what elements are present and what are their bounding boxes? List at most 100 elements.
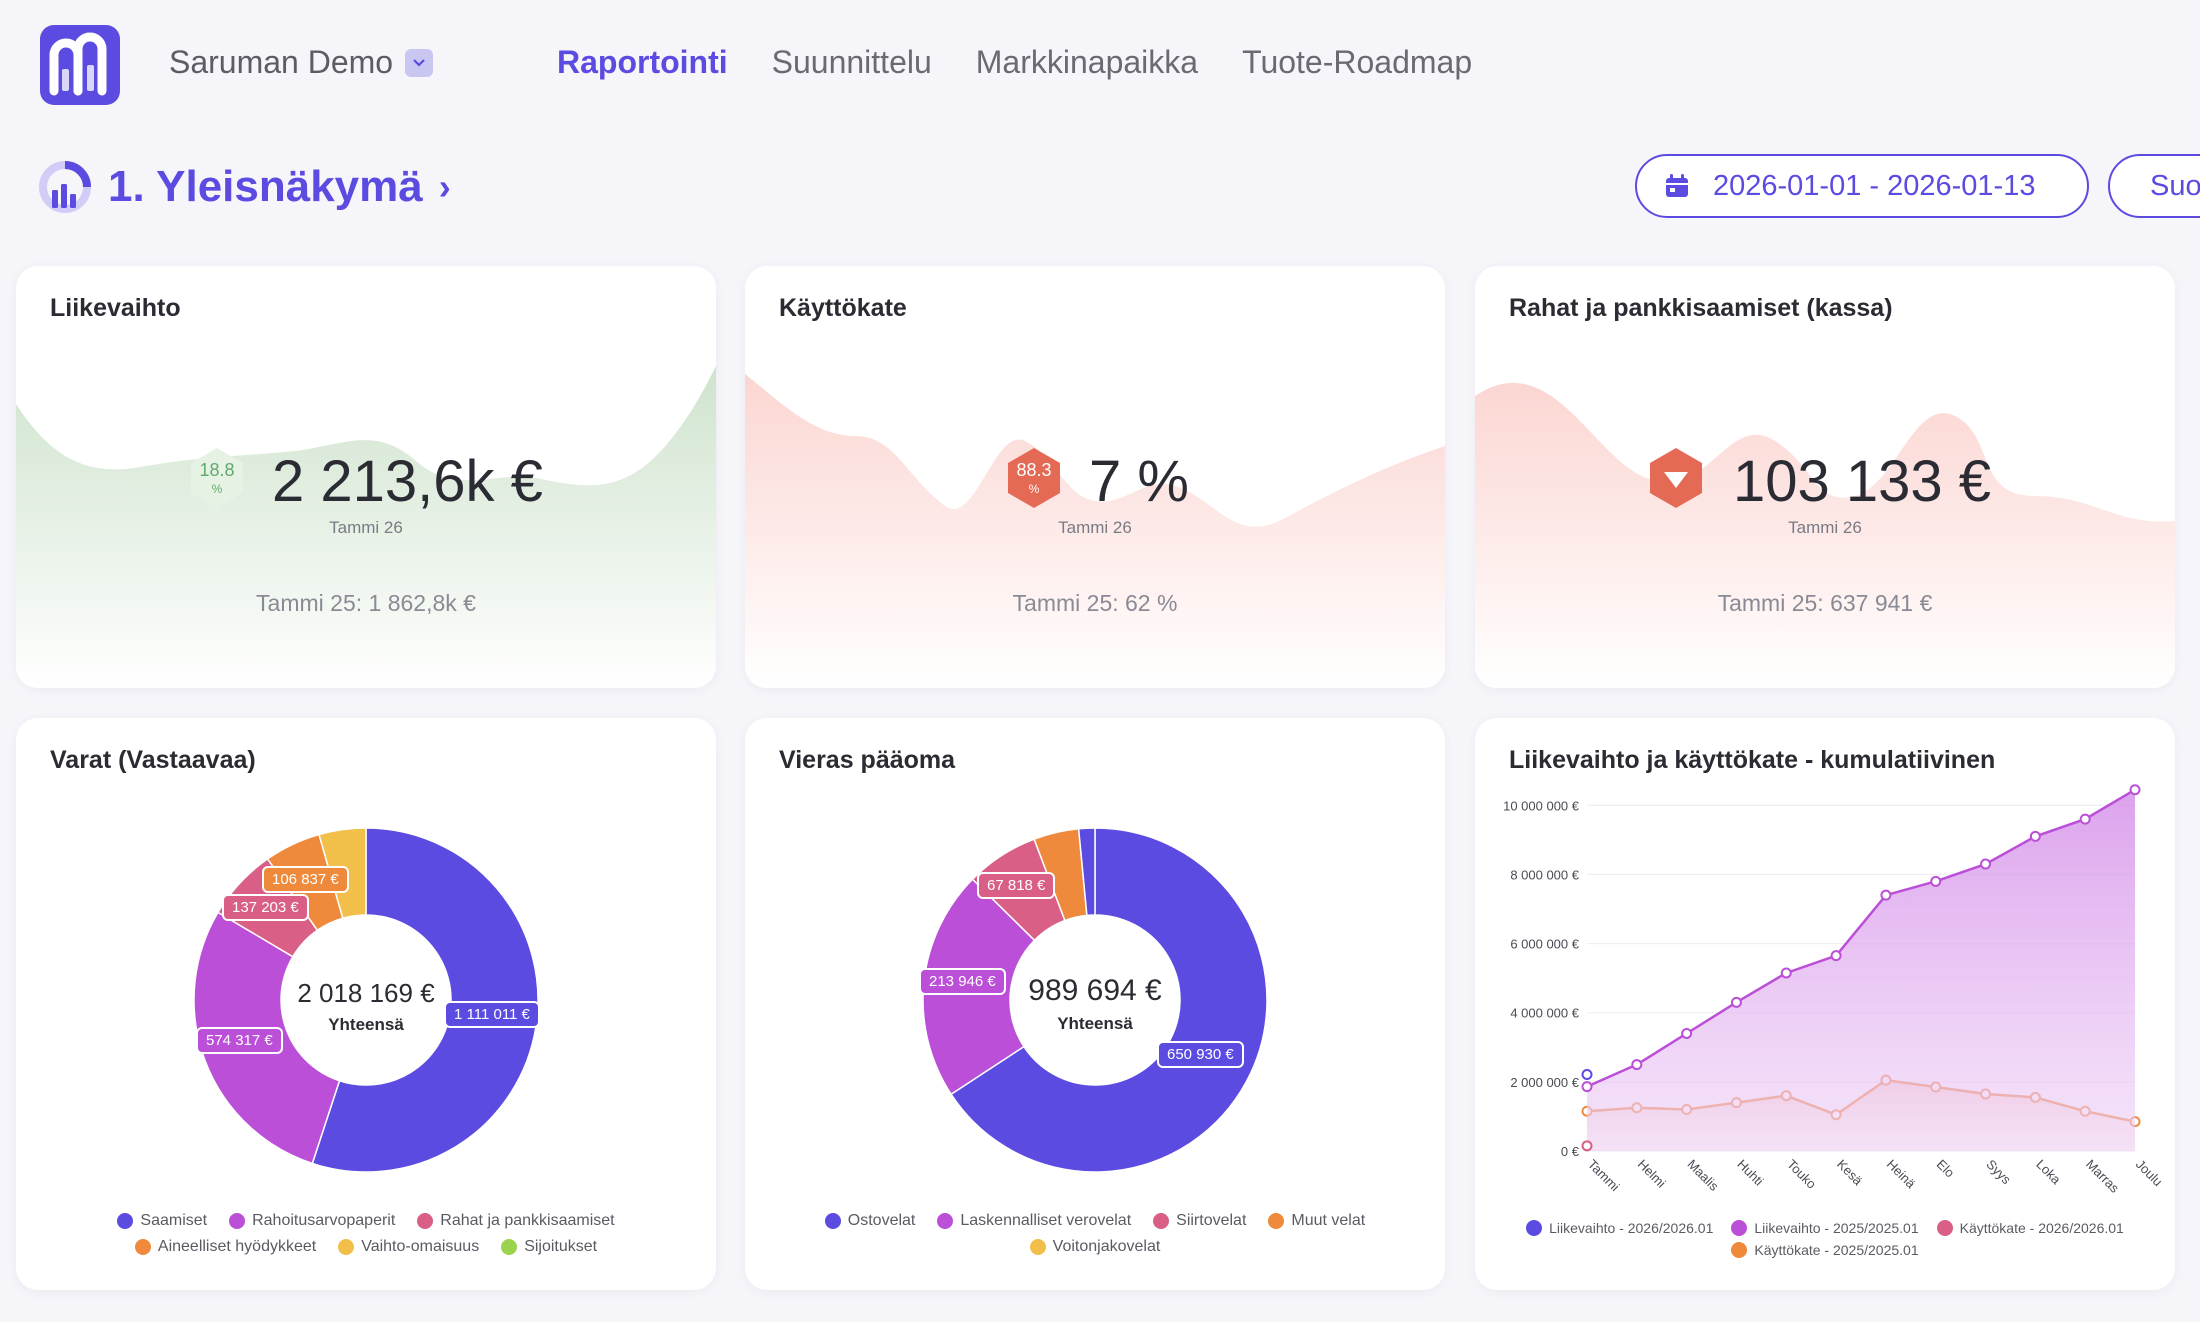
trend-down-icon — [1650, 448, 1702, 508]
donut-total: 2 018 169 € — [297, 978, 435, 1008]
cumulative-chart-card: Liikevaihto ja käyttökate - kumulatiivin… — [1475, 718, 2175, 1290]
donut-slice[interactable] — [311, 827, 539, 1173]
org-name: Saruman Demo — [169, 44, 394, 80]
donut-slice[interactable] — [950, 827, 1268, 1173]
app-logo[interactable] — [40, 25, 120, 105]
chevron-right-icon: › — [438, 166, 451, 207]
kpi-card-kassa[interactable]: Rahat ja pankkisaamiset (kassa) 103 133 … — [1475, 266, 2175, 688]
kpi-value: 103 133 € — [1733, 449, 1992, 514]
y-tick-label: 6 000 000 € — [1510, 937, 1579, 952]
slice-label: 1 111 011 € — [444, 1001, 540, 1028]
x-tick-label: Elo — [1934, 1157, 1958, 1181]
kpi-title: Liikevaihto — [50, 294, 181, 322]
top-bar: Saruman Demo Raportointi Suunnittelu Mar… — [0, 0, 2200, 132]
x-tick-label: Tammi — [1585, 1157, 1623, 1195]
x-tick-label: Loka — [2033, 1157, 2064, 1188]
slice-label: 67 818 € — [977, 872, 1056, 899]
legend-item[interactable]: Muut velat — [1268, 1212, 1365, 1230]
legend-item[interactable]: Liikevaihto - 2025/2025.01 — [1731, 1220, 1919, 1236]
data-point[interactable] — [1780, 967, 1792, 979]
kpi-badge-value: 88.3 — [1016, 460, 1052, 480]
logo-icon — [49, 32, 107, 96]
kpi-title: Rahat ja pankkisaamiset (kassa) — [1509, 294, 1893, 322]
nav-item-suunnittelu[interactable]: Suunnittelu — [771, 44, 932, 80]
legend-item[interactable]: Liikevaihto - 2026/2026.01 — [1526, 1220, 1713, 1236]
data-point[interactable] — [2079, 813, 2091, 825]
data-point[interactable] — [1581, 1081, 1593, 1093]
slice-label: 574 317 € — [196, 1027, 283, 1054]
chevron-down-icon[interactable] — [405, 48, 434, 77]
legend-item[interactable]: Ostovelat — [824, 1212, 915, 1230]
date-range-text: 2026-01-01 - 2026-01-13 — [1713, 169, 2036, 202]
nav-item-tuote-roadmap[interactable]: Tuote-Roadmap — [1242, 44, 1473, 80]
donut-center: 2 018 169 € Yhteensä — [256, 978, 476, 1035]
slice-label: 650 930 € — [1157, 1041, 1244, 1068]
data-point[interactable] — [1830, 950, 1842, 962]
x-tick-label: Joulu — [2133, 1157, 2166, 1190]
legend-item[interactable]: Käyttökate - 2026/2026.01 — [1936, 1220, 2124, 1236]
data-point[interactable] — [1980, 858, 1992, 870]
page-title[interactable]: 1. Yleisnäkymä › — [108, 162, 451, 212]
badge-hexagon-icon — [1008, 448, 1060, 508]
org-selector[interactable]: Saruman Demo — [169, 44, 434, 81]
x-tick-label: Marras — [2083, 1157, 2123, 1197]
legend-item[interactable]: Aineelliset hyödykkeet — [134, 1238, 316, 1256]
kpi-period: Tammi 26 — [1058, 518, 1132, 537]
nav-item-markkinapaikka[interactable]: Markkinapaikka — [975, 44, 1199, 80]
dashboard-icon — [39, 161, 91, 213]
legend-item[interactable]: Rahoitusarvopaperit — [229, 1212, 395, 1230]
donut-slice[interactable] — [1077, 827, 1096, 917]
chart-title: Varat (Vastaavaa) — [50, 746, 256, 774]
slice-label: 106 837 € — [262, 866, 349, 893]
slice-label: 213 946 € — [919, 968, 1006, 995]
kpi-card-liikevaihto[interactable]: Liikevaihto 18.8 % 2 213,6k € Tammi 26 T… — [16, 266, 716, 688]
y-tick-label: 4 000 000 € — [1510, 1006, 1579, 1021]
ebitda-sparkline — [745, 374, 1445, 688]
kpi-badge-unit: % — [1028, 482, 1040, 496]
calendar-icon — [1666, 174, 1688, 197]
legend-item[interactable]: Rahat ja pankkisaamiset — [417, 1212, 615, 1230]
kpi-card-kayttokate[interactable]: Käyttökate 88.3 % 7 % Tammi 26 Tammi 25:… — [745, 266, 1445, 688]
x-tick-label: Kesä — [1834, 1157, 1866, 1189]
data-point[interactable] — [1930, 875, 1942, 887]
liabilities-card: Vieras pääoma 989 694 € Yhteensä 650 930… — [745, 718, 1445, 1290]
kpi-title: Käyttökate — [779, 294, 907, 322]
x-tick-label: Touko — [1784, 1157, 1819, 1192]
x-tick-label: Heinä — [1884, 1157, 1919, 1192]
donut-total: 989 694 € — [1028, 974, 1162, 1007]
revenue-sparkline — [16, 366, 716, 688]
data-point[interactable] — [1581, 1140, 1593, 1152]
kpi-previous: Tammi 25: 1 862,8k € — [256, 590, 476, 616]
kpi-period: Tammi 26 — [1788, 518, 1862, 537]
donut-total-label: Yhteensä — [1057, 1014, 1133, 1033]
nav-item-raportointi[interactable]: Raportointi — [557, 44, 728, 80]
kpi-value: 2 213,6k € — [272, 449, 543, 514]
filter-button[interactable]: Suodata — [2108, 154, 2200, 218]
chart-legend: Ostovelat Laskennalliset verovelat Siirt… — [745, 1212, 1445, 1256]
legend-item[interactable]: Saamiset — [117, 1212, 207, 1230]
data-point[interactable] — [1631, 1059, 1643, 1071]
legend-item[interactable]: Käyttökate - 2025/2025.01 — [1731, 1242, 1919, 1258]
assets-card: Varat (Vastaavaa) 2 018 169 € Yhteensä 1… — [16, 718, 716, 1290]
legend-item[interactable]: Sijoitukset — [501, 1238, 597, 1256]
series-line — [1586, 788, 2136, 1088]
legend-item[interactable]: Vaihto-omaisuus — [338, 1238, 479, 1256]
legend-item[interactable]: Siirtovelat — [1153, 1212, 1246, 1230]
cumulative-line-chart: 0 € 2 000 000 € 4 000 000 € 6 000 000 € 8 00… — [1503, 784, 2166, 1197]
date-range-button[interactable]: 2026-01-01 - 2026-01-13 — [1635, 154, 2089, 218]
data-point[interactable] — [1581, 1068, 1593, 1080]
data-point[interactable] — [2029, 830, 2041, 842]
data-point[interactable] — [1730, 996, 1742, 1008]
legend-item[interactable]: Voitonjakovelat — [1029, 1238, 1160, 1256]
data-point[interactable] — [2129, 784, 2141, 796]
y-tick-label: 10 000 000 € — [1503, 798, 1580, 813]
chart-title: Vieras pääoma — [779, 746, 956, 774]
data-point[interactable] — [1880, 889, 1892, 901]
kpi-period: Tammi 26 — [329, 518, 403, 537]
legend-item[interactable]: Laskennalliset verovelat — [937, 1212, 1131, 1230]
slice-label: 137 203 € — [222, 894, 309, 921]
main-nav: Raportointi Suunnittelu Markkinapaikka T… — [557, 44, 1472, 81]
chart-legend: Saamiset Rahoitusarvopaperit Rahat ja pa… — [16, 1212, 716, 1256]
x-tick-label: Helmi — [1635, 1157, 1669, 1191]
data-point[interactable] — [1681, 1027, 1693, 1039]
